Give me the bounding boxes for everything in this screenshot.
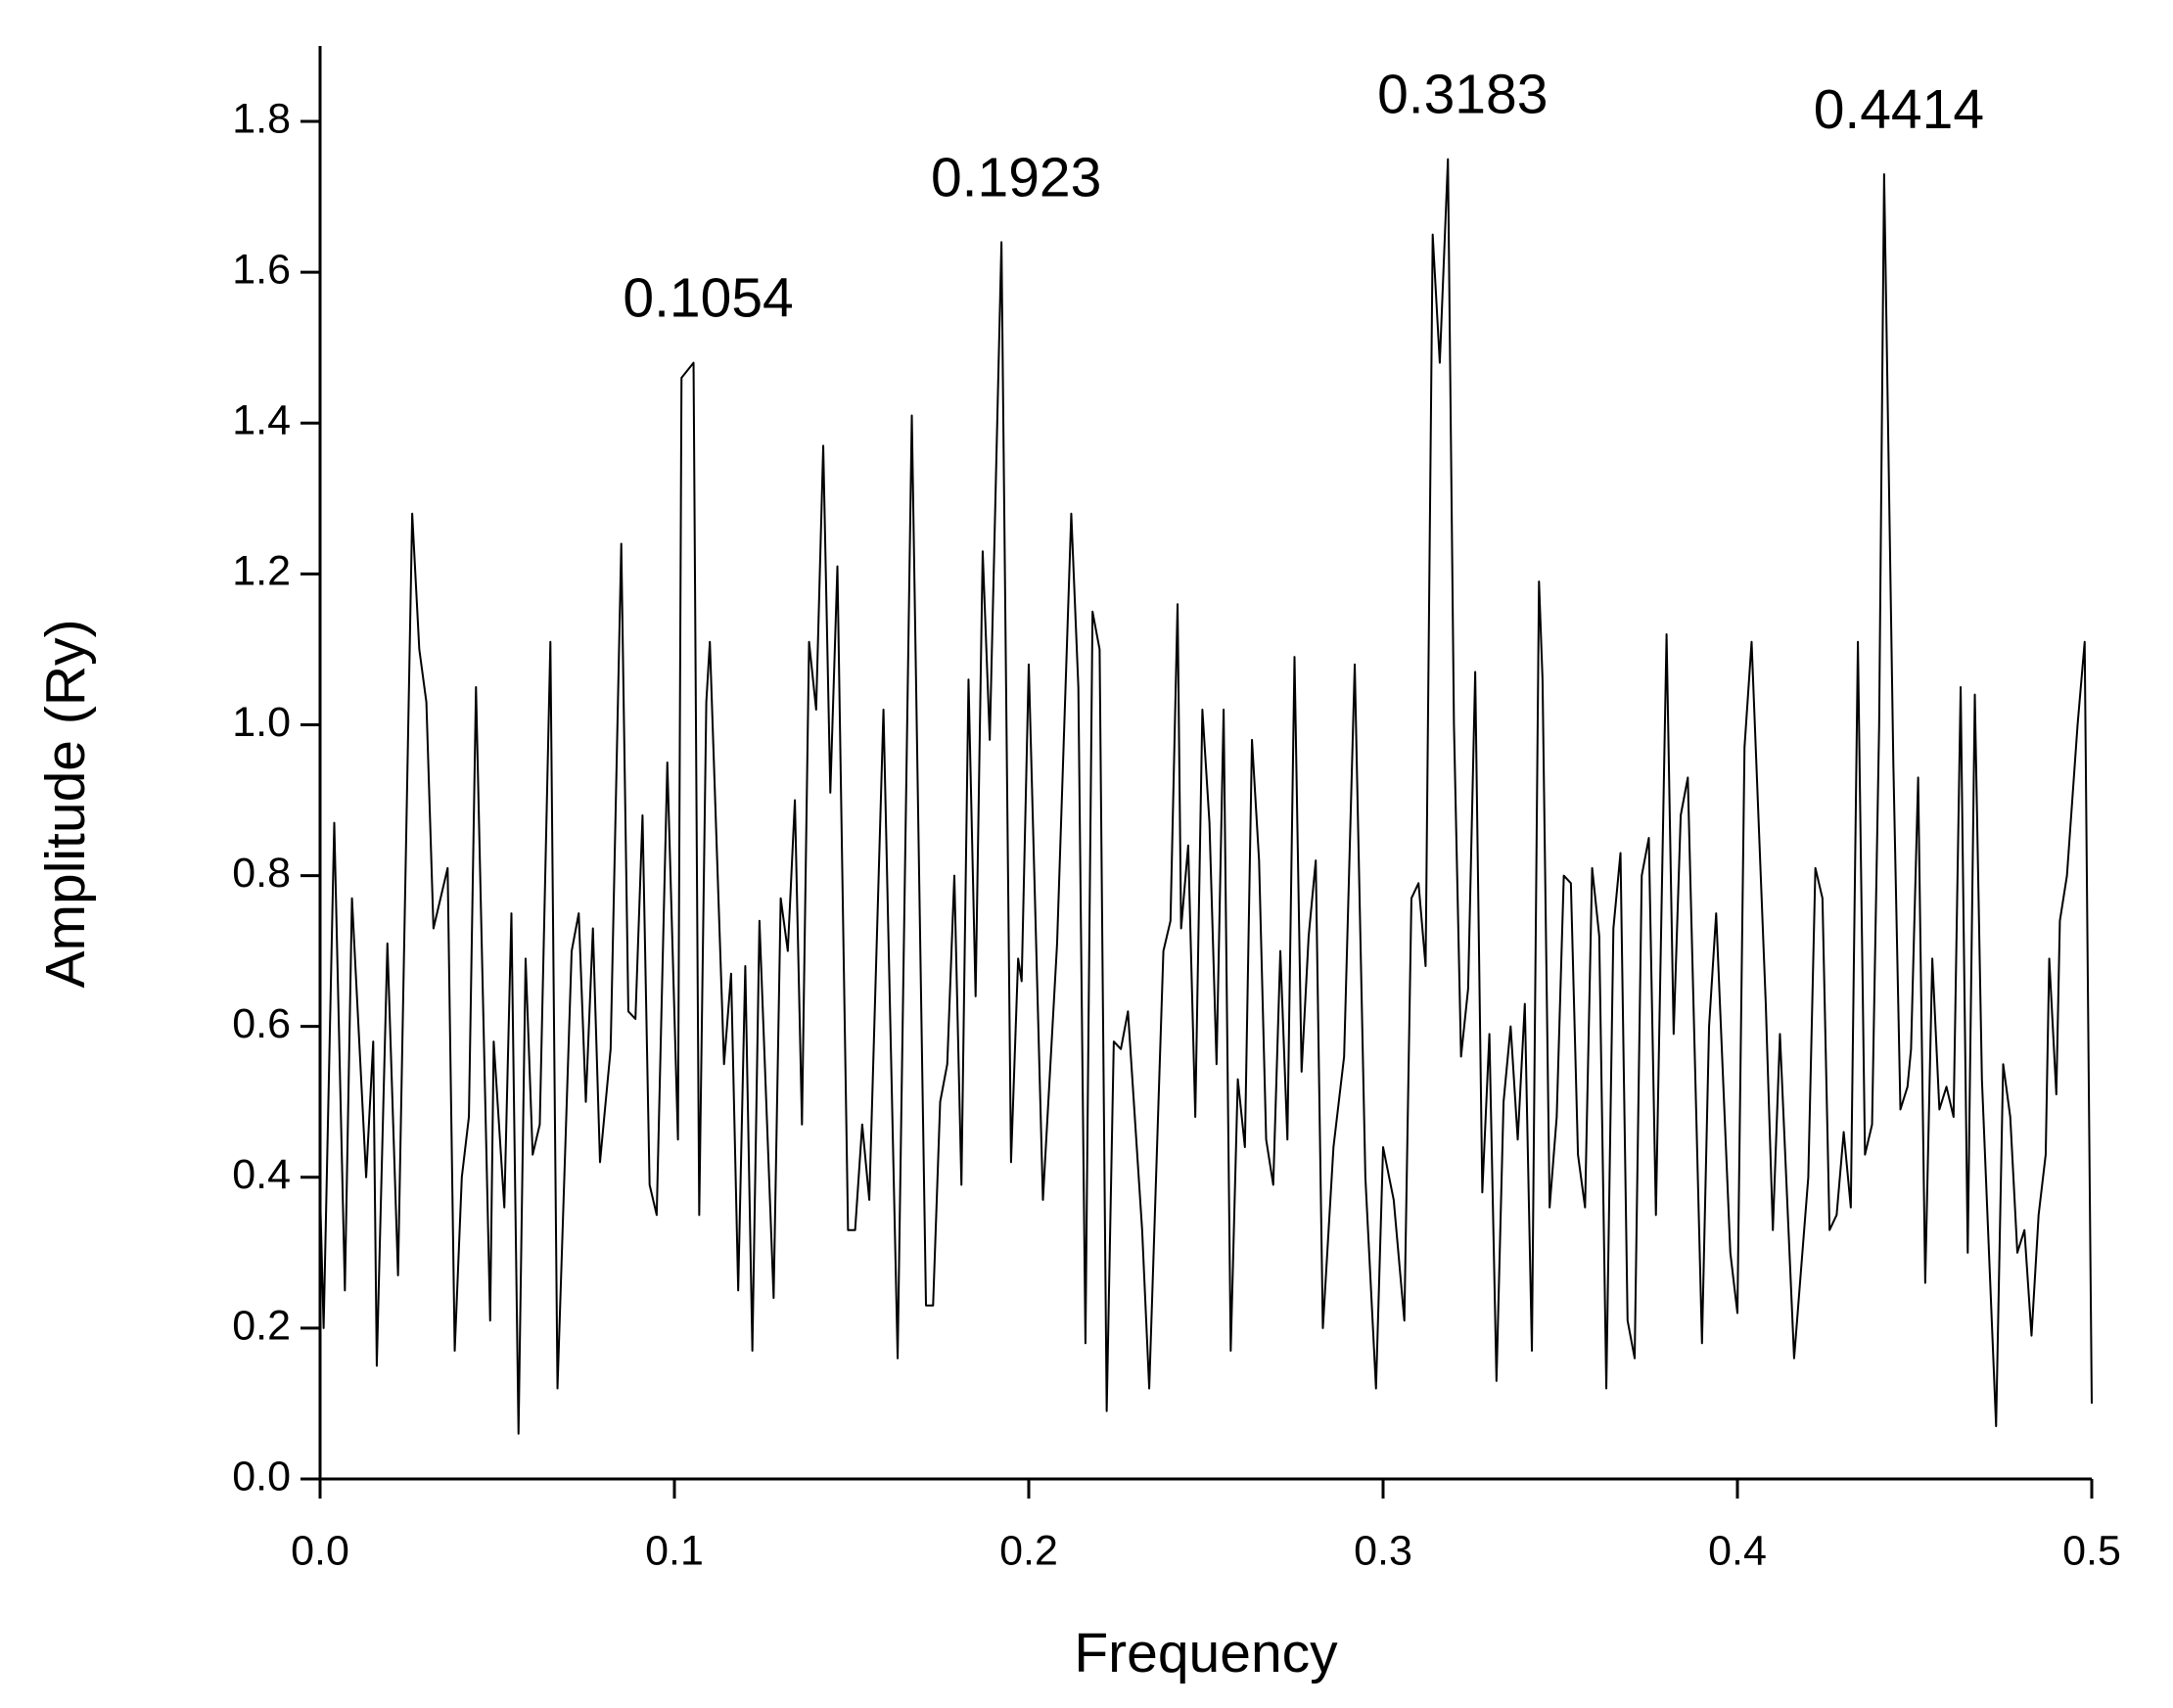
peak-annotation: 0.4414 (1814, 78, 1984, 141)
y-tick-label: 0.4 (232, 1151, 291, 1198)
x-tick-label: 0.2 (999, 1527, 1058, 1574)
y-tick-label: 1.6 (232, 247, 291, 294)
y-axis-title: Amplitude (Ry) (34, 620, 97, 989)
x-tick-label: 0.3 (1354, 1527, 1412, 1574)
y-tick-label: 0.2 (232, 1302, 291, 1349)
y-tick-label: 0.8 (232, 850, 291, 897)
peak-annotation: 0.1923 (931, 146, 1101, 208)
y-tick-label: 0.0 (232, 1453, 291, 1500)
y-tick-label: 1.8 (232, 95, 291, 142)
x-tick-label: 0.5 (2062, 1527, 2121, 1574)
x-tick-label: 0.4 (1708, 1527, 1767, 1574)
x-axis-title: Frequency (1074, 1622, 1338, 1685)
peak-annotation: 0.1054 (623, 267, 793, 330)
data-line (319, 158, 2093, 1435)
x-tick-label: 0.0 (291, 1527, 349, 1574)
y-tick-label: 0.6 (232, 1000, 291, 1047)
y-tick-label: 1.2 (232, 548, 291, 595)
peak-annotation: 0.3183 (1377, 64, 1548, 126)
y-tick-label: 1.0 (232, 699, 291, 746)
y-tick-label: 1.4 (232, 397, 291, 444)
x-tick-label: 0.1 (645, 1527, 704, 1574)
